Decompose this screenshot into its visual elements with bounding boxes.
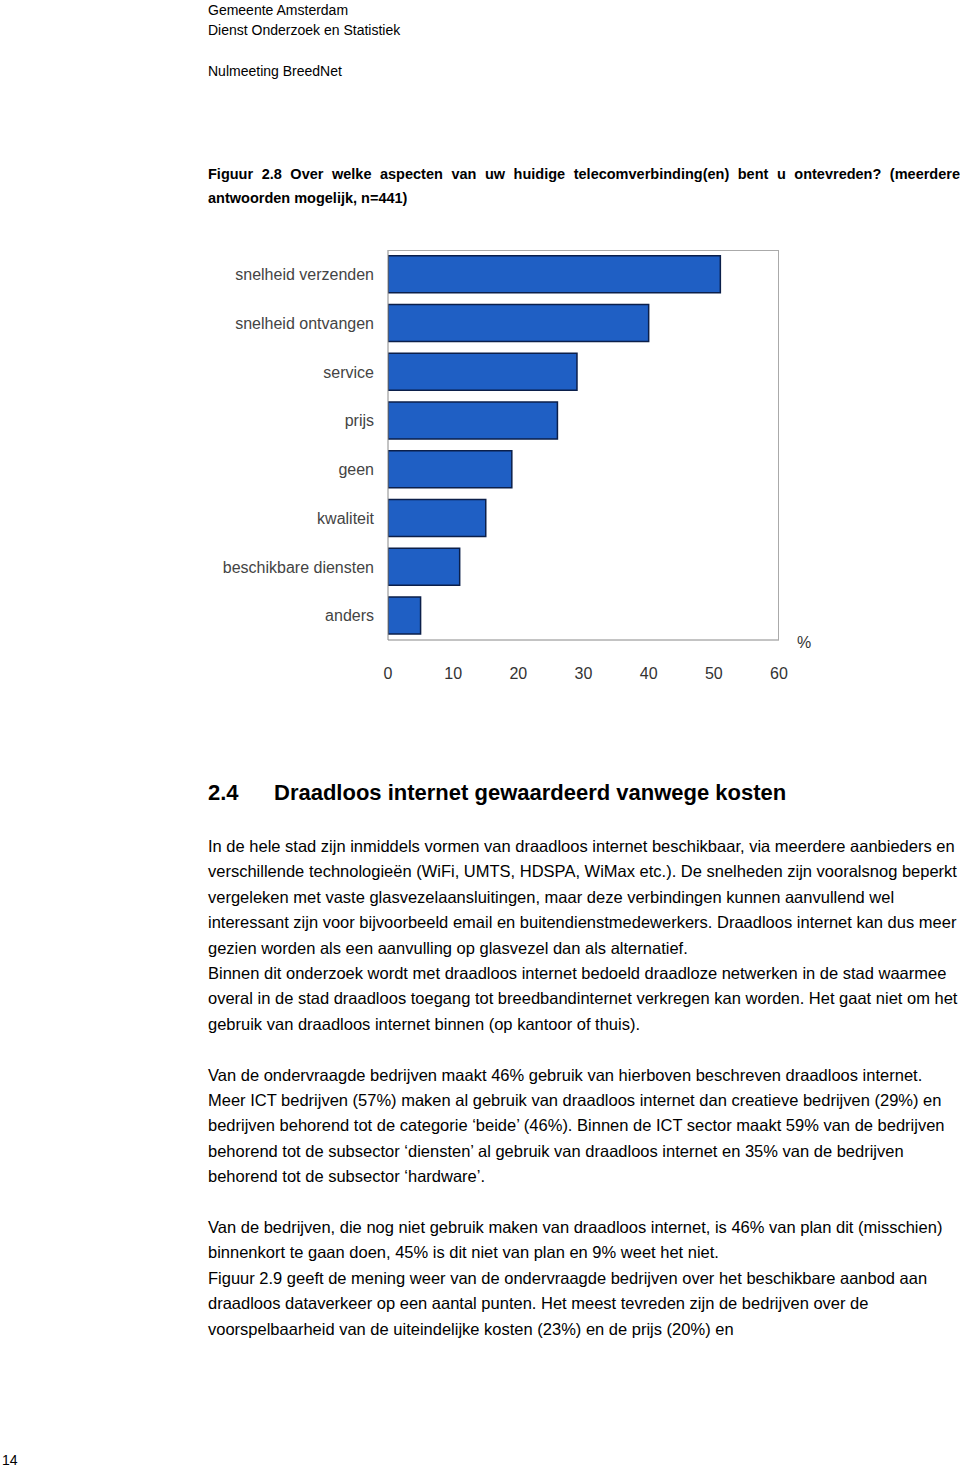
svg-text:10: 10 [444,665,462,682]
svg-text:50: 50 [705,665,723,682]
svg-text:0: 0 [384,665,393,682]
svg-text:kwaliteit: kwaliteit [317,510,374,527]
svg-text:30: 30 [575,665,593,682]
svg-text:prijs: prijs [345,412,374,429]
svg-text:60: 60 [770,665,788,682]
svg-text:geen: geen [338,461,374,478]
html-text:2.4: 2.4 [208,780,239,805]
html-text:Van de bedrijven, die nog niet: Van de bedrijven, die nog niet gebruik m… [208,1218,943,1262]
html-text:Nulmeeting BreedNet: Nulmeeting BreedNet [208,63,342,79]
html-text:14: 14 [2,1452,18,1468]
svg-text:service: service [323,364,374,381]
html-text:Figuur 2.9 geeft de mening wee: Figuur 2.9 geeft de mening weer van de o… [208,1268,928,1338]
html-text:Binnen dit onderzoek wordt met: Binnen dit onderzoek wordt met draadloos… [208,964,958,1033]
svg-text:20: 20 [509,665,527,682]
svg-text:beschikbare diensten: beschikbare diensten [223,559,374,576]
svg-text:snelheid ontvangen: snelheid ontvangen [235,315,374,332]
html-text:Draadloos internet gewaardeerd: Draadloos internet gewaardeerd vanwege k… [274,780,787,805]
html-text:Figuur 2.8 Over welke aspecten: Figuur 2.8 Over welke aspecten van uw hu… [208,166,960,206]
html-text:Gemeente Amsterdam: Gemeente Amsterdam [208,2,349,18]
svg-text:snelheid verzenden: snelheid verzenden [235,266,374,283]
html-text:Dienst Onderzoek en Statistiek: Dienst Onderzoek en Statistiek [208,22,401,38]
svg-text:40: 40 [640,665,658,682]
html-text:Van de ondervraagde bedrijven: Van de ondervraagde bedrijven maakt 46% … [208,1065,945,1186]
svg-text:anders: anders [325,607,374,624]
html-text:In de hele stad zijn inmiddels: In de hele stad zijn inmiddels vormen va… [208,837,957,957]
